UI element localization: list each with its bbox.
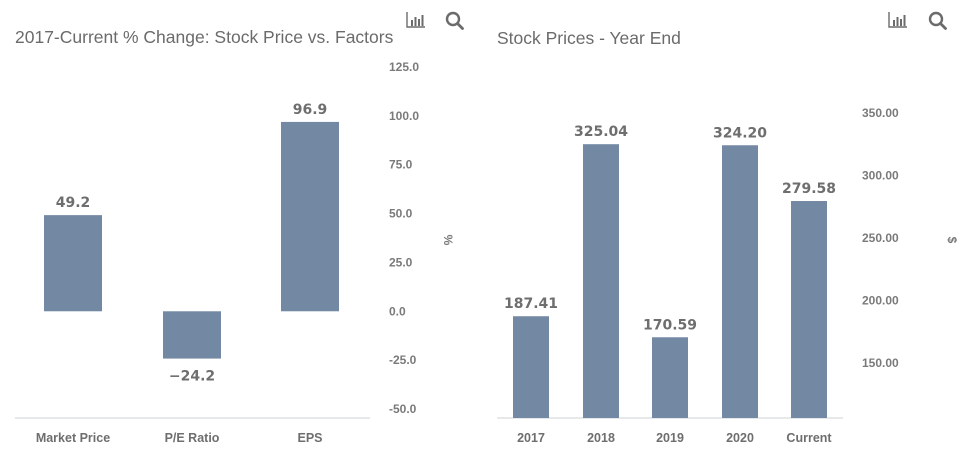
- chart-title: Stock Prices - Year End: [497, 28, 681, 48]
- data-label: −24.2: [169, 369, 215, 385]
- x-tick-label: P/E Ratio: [165, 431, 220, 445]
- percent-change-bar-chart: 125.0 100.0 75.0 50.0 25.0 0.0 -25.0 -50.0% 49.2…: [15, 60, 455, 445]
- bar[interactable]: [513, 316, 549, 418]
- search-icon[interactable]: [445, 11, 465, 36]
- data-label: 187.41: [504, 296, 558, 312]
- x-tick-label: 2020: [726, 431, 754, 445]
- y-tick-label: 75.0: [389, 158, 413, 172]
- x-tick-label: 2017: [517, 431, 545, 445]
- y-tick-label: -50.0: [389, 402, 417, 416]
- y-tick-label: 50.0: [389, 207, 413, 221]
- y-axis-label: %: [441, 235, 455, 246]
- data-label: 96.9: [293, 102, 328, 118]
- data-label: 324.20: [713, 125, 767, 141]
- bar[interactable]: [722, 145, 758, 418]
- y-tick-label: 100.0: [389, 109, 419, 123]
- bar[interactable]: [791, 201, 827, 418]
- y-tick-label: 200.00: [862, 294, 899, 308]
- bar-chart-icon[interactable]: [406, 11, 426, 34]
- y-tick-label: -25.0: [389, 353, 417, 367]
- x-tick-label: 2019: [656, 431, 684, 445]
- data-label: 279.58: [782, 181, 836, 197]
- right-chart-panel: Stock Prices - Year End 350.00 300.00 250.…: [480, 0, 959, 459]
- y-axis-label: $: [945, 237, 959, 244]
- x-tick-label: EPS: [297, 431, 322, 445]
- data-label: 49.2: [56, 195, 91, 211]
- y-tick-label: 25.0: [389, 255, 413, 269]
- y-tick-label: 125.0: [389, 60, 419, 74]
- data-label: 325.04: [574, 124, 628, 140]
- y-tick-label: 150.00: [862, 356, 899, 370]
- y-tick-label: 350.00: [862, 106, 899, 120]
- bar[interactable]: [281, 121, 339, 312]
- bar[interactable]: [583, 144, 619, 418]
- y-tick-label: 300.00: [862, 169, 899, 183]
- search-icon[interactable]: [928, 11, 948, 36]
- y-tick-label: 250.00: [862, 231, 899, 245]
- x-tick-label: 2018: [587, 431, 615, 445]
- data-label: 170.59: [643, 317, 697, 333]
- x-tick-label: Current: [786, 431, 832, 445]
- bar[interactable]: [44, 215, 102, 312]
- bar[interactable]: [652, 337, 688, 418]
- chart-title: 2017-Current % Change: Stock Price vs. F…: [15, 27, 394, 47]
- stock-price-bar-chart: 350.00 300.00 250.00 200.00 150.00 $187.41 201…: [497, 106, 959, 445]
- bar-chart-icon[interactable]: [888, 11, 908, 34]
- x-tick-label: Market Price: [36, 431, 110, 445]
- left-chart-panel: 2017-Current % Change: Stock Price vs. F…: [15, 11, 465, 445]
- y-tick-label: 0.0: [389, 304, 406, 318]
- bar[interactable]: [163, 311, 221, 359]
